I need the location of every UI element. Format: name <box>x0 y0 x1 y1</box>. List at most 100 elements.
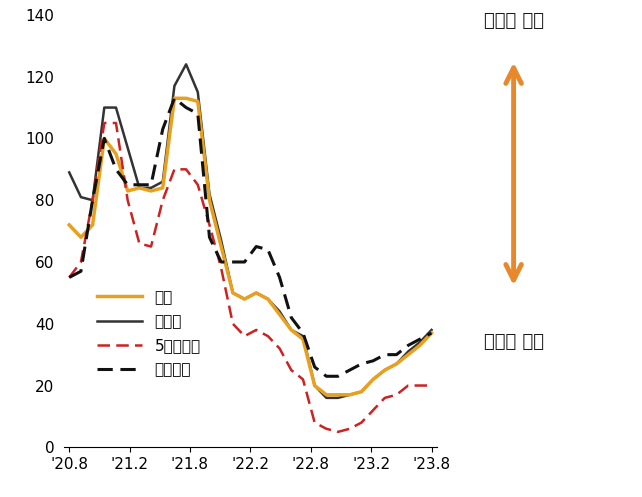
수도권 <box>381 367 388 373</box>
기타지방 <box>89 197 96 203</box>
전국 <box>182 95 190 101</box>
전국 <box>229 290 237 296</box>
전국 <box>346 392 354 398</box>
5개광역시 <box>311 419 318 425</box>
수도권 <box>404 348 412 354</box>
기타지방 <box>322 373 330 379</box>
수도권 <box>194 89 202 95</box>
기타지방 <box>217 259 225 265</box>
전국 <box>100 136 108 142</box>
기타지방 <box>205 234 213 240</box>
5개광역시 <box>159 197 166 203</box>
5개광역시 <box>299 376 307 382</box>
5개광역시 <box>428 383 435 389</box>
수도권 <box>252 290 260 296</box>
5개광역시 <box>65 274 73 280</box>
수도권 <box>334 395 342 401</box>
5개광역시 <box>276 345 284 351</box>
기타지방 <box>334 373 342 379</box>
5개광역시 <box>322 426 330 432</box>
5개광역시 <box>89 197 96 203</box>
전국 <box>124 188 132 194</box>
전국 <box>65 222 73 228</box>
전국 <box>159 185 166 191</box>
기타지방 <box>171 95 178 101</box>
5개광역시 <box>264 333 272 339</box>
기타지방 <box>77 268 85 274</box>
전국 <box>381 367 388 373</box>
전국 <box>334 392 342 398</box>
5개광역시 <box>147 244 155 249</box>
전국 <box>369 376 377 382</box>
5개광역시 <box>252 327 260 333</box>
전국 <box>358 389 365 395</box>
전국 <box>252 290 260 296</box>
5개광역시 <box>381 395 388 401</box>
5개광역시 <box>358 419 365 425</box>
전국 <box>299 336 307 342</box>
5개광역시 <box>135 241 143 247</box>
Legend: 전국, 수도권, 5개광역시, 기타지방: 전국, 수도권, 5개광역시, 기타지방 <box>91 284 207 384</box>
5개광역시 <box>404 383 412 389</box>
Line: 기타지방: 기타지방 <box>69 98 431 376</box>
기타지방 <box>159 126 166 132</box>
수도권 <box>358 389 365 395</box>
기타지방 <box>369 358 377 364</box>
5개광역시 <box>205 222 213 228</box>
수도권 <box>217 238 225 244</box>
5개광역시 <box>171 166 178 172</box>
전국 <box>311 383 318 389</box>
5개광역시 <box>241 333 248 339</box>
기타지방 <box>416 336 424 342</box>
수도권 <box>229 290 237 296</box>
전국 <box>404 352 412 358</box>
Line: 전국: 전국 <box>69 98 431 395</box>
기타지방 <box>194 111 202 117</box>
전국 <box>241 296 248 302</box>
5개광역시 <box>288 367 295 373</box>
5개광역시 <box>346 426 354 432</box>
5개광역시 <box>194 182 202 188</box>
수도권 <box>100 104 108 110</box>
Line: 5개광역시: 5개광역시 <box>69 123 431 432</box>
5개광역시 <box>112 120 120 126</box>
수도권 <box>299 333 307 339</box>
전국 <box>135 185 143 191</box>
수도권 <box>171 83 178 89</box>
기타지방 <box>252 244 260 249</box>
수도권 <box>311 383 318 389</box>
수도권 <box>112 104 120 110</box>
수도권 <box>241 296 248 302</box>
기타지방 <box>428 330 435 336</box>
수도권 <box>135 185 143 191</box>
5개광역시 <box>124 197 132 203</box>
전국 <box>416 342 424 348</box>
기타지방 <box>404 342 412 348</box>
기타지방 <box>100 136 108 142</box>
전국 <box>276 312 284 318</box>
수도권 <box>264 296 272 302</box>
기타지방 <box>381 352 388 358</box>
전국 <box>171 95 178 101</box>
기타지방 <box>346 367 354 373</box>
전국 <box>428 330 435 336</box>
전국 <box>147 188 155 194</box>
전국 <box>288 327 295 333</box>
전국 <box>217 244 225 249</box>
수도권 <box>288 327 295 333</box>
수도권 <box>393 361 401 367</box>
수도권 <box>89 197 96 203</box>
전국 <box>194 98 202 104</box>
수도권 <box>159 179 166 185</box>
기타지방 <box>112 166 120 172</box>
Text: 매수자 많음: 매수자 많음 <box>483 12 544 30</box>
전국 <box>322 392 330 398</box>
수도권 <box>369 376 377 382</box>
5개광역시 <box>369 407 377 413</box>
5개광역시 <box>416 383 424 389</box>
전국 <box>264 296 272 302</box>
기타지방 <box>288 315 295 321</box>
수도권 <box>65 169 73 175</box>
기타지방 <box>65 274 73 280</box>
5개광역시 <box>100 120 108 126</box>
